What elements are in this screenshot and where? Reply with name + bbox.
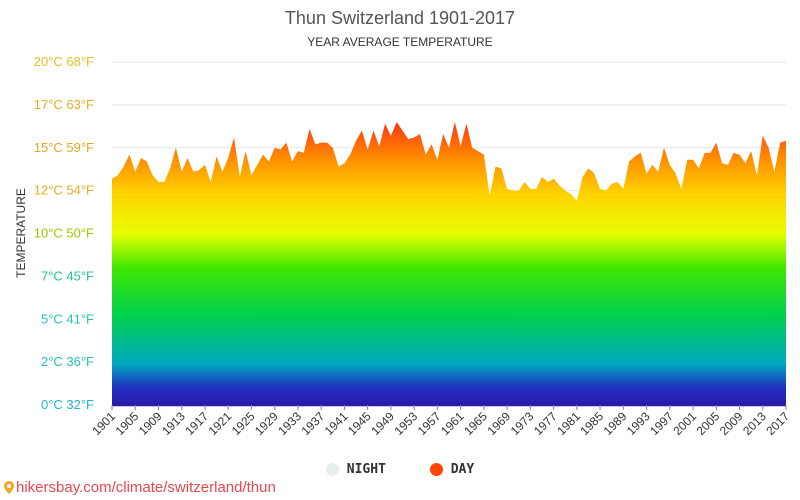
x-tick-label: 1973 [508, 409, 537, 438]
x-tick-label: 2009 [717, 409, 746, 438]
x-tick-label: 1969 [484, 409, 513, 438]
night-dot-icon [325, 463, 339, 476]
x-tick-label: 1977 [531, 409, 560, 438]
x-tick-label: 1909 [136, 409, 165, 438]
legend-night-label: NIGHT [346, 462, 386, 477]
x-tick-label: 1957 [415, 409, 444, 438]
data-areas [112, 122, 786, 407]
x-tick-label: 2001 [670, 409, 699, 438]
x-tick-label: 1905 [113, 409, 142, 438]
chart-title: Thun Switzerland 1901-2017 [285, 8, 515, 28]
x-tick-label: 1913 [159, 409, 188, 438]
y-tick-labels: 0°C 32°F 2°C 36°F 5°C 41°F 7°C 45°F 10°C 50°… [34, 54, 94, 412]
source-credit[interactable]: hikersbay.com/climate/switzerland/thun [4, 479, 276, 496]
y-tick-label: 17°C 63°F [34, 97, 94, 112]
x-tick-label: 1933 [275, 409, 304, 438]
x-tick-label: 1953 [391, 409, 420, 438]
x-tick-label: 1941 [322, 409, 351, 438]
x-tick-label: 1921 [206, 409, 235, 438]
day-dot-icon [429, 463, 443, 476]
x-tick-label: 1961 [438, 409, 467, 438]
credit-text: hikersbay.com/climate/switzerland/thun [16, 479, 276, 496]
x-tick-label: 1925 [229, 409, 258, 438]
x-tick-label: 1929 [252, 409, 281, 438]
y-axis-title: TEMPERATURE [14, 188, 28, 278]
x-tick-label: 2005 [694, 409, 723, 438]
legend-day-label: DAY [450, 462, 475, 477]
x-tick-label: 1985 [577, 409, 606, 438]
y-tick-label: 10°C 50°F [34, 226, 94, 241]
legend: NIGHT DAY [0, 462, 800, 480]
y-tick-label: 2°C 36°F [41, 354, 94, 369]
x-tick-label: 1945 [345, 409, 374, 438]
legend-item-night[interactable]: NIGHT [325, 462, 386, 477]
x-tick-labels: 1901190519091913191719211925192919331937… [89, 405, 792, 438]
x-tick-label: 1993 [624, 409, 653, 438]
x-tick-label: 1937 [299, 409, 328, 438]
x-tick-label: 1989 [601, 409, 630, 438]
y-tick-label: 12°C 54°F [34, 183, 94, 198]
x-tick-label: 1997 [647, 409, 676, 438]
x-tick-label: 1949 [368, 409, 397, 438]
x-tick-label: 2017 [763, 409, 792, 438]
x-tick-label: 2013 [740, 409, 769, 438]
series-area-night[interactable] [112, 291, 786, 405]
x-tick-label: 1981 [554, 409, 583, 438]
legend-item-day[interactable]: DAY [429, 462, 475, 477]
y-tick-label: 5°C 41°F [41, 311, 94, 326]
y-tick-label: 0°C 32°F [41, 397, 94, 412]
x-tick-label: 1917 [182, 409, 211, 438]
chart-subtitle: YEAR AVERAGE TEMPERATURE [307, 35, 492, 49]
y-tick-label: 15°C 59°F [34, 140, 94, 155]
map-pin-icon [4, 481, 14, 494]
y-tick-label: 20°C 68°F [34, 54, 94, 69]
y-tick-label: 7°C 45°F [41, 268, 94, 283]
x-tick-label: 1901 [89, 409, 118, 438]
x-tick-label: 1965 [461, 409, 490, 438]
